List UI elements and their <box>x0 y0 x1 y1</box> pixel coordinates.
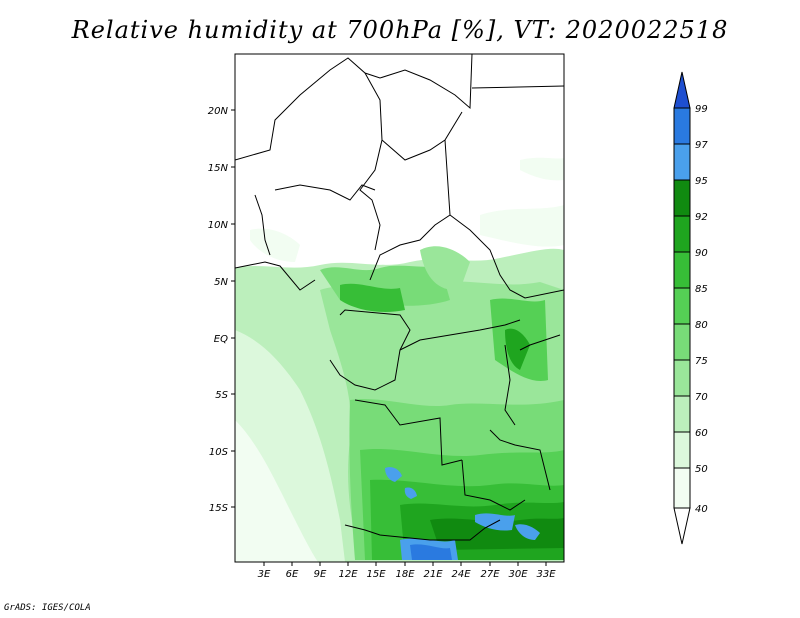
lat-label: 10N <box>208 220 229 231</box>
colorbar-label: 70 <box>695 392 708 403</box>
lat-label: 15N <box>208 163 229 174</box>
lon-label: 18E <box>395 569 415 580</box>
colorbar-top-arrow <box>673 71 691 109</box>
colorbar-label: 97 <box>695 140 708 151</box>
lat-ticks <box>231 109 235 508</box>
colorbar-label: 50 <box>695 464 708 475</box>
lon-label: 33E <box>536 569 556 580</box>
lon-label: 6E <box>286 569 299 580</box>
colorbar-segment <box>673 395 691 433</box>
colorbar-segment <box>673 467 691 509</box>
colorbar-label: 95 <box>695 176 708 187</box>
colorbar-label: 75 <box>695 356 708 367</box>
humidity-field <box>235 157 564 562</box>
colorbar-label: 99 <box>695 104 708 115</box>
colorbar: 99 97 95 92 90 85 80 75 70 60 50 40 <box>673 71 708 545</box>
lat-label: 5S <box>215 390 228 401</box>
colorbar-label: 80 <box>695 320 708 331</box>
lon-ticks <box>263 562 547 566</box>
colorbar-segment <box>673 431 691 469</box>
lon-label: 27E <box>480 569 500 580</box>
lat-label: 15S <box>209 503 229 514</box>
lon-label: 12E <box>338 569 358 580</box>
colorbar-label: 40 <box>695 504 708 515</box>
lon-labels: 3E 6E 9E 12E 15E 18E 21E 24E 27E 30E 33E <box>258 569 557 580</box>
chart-title: Relative humidity at 700hPa [%], VT: 202… <box>71 16 729 44</box>
colorbar-segment <box>673 359 691 397</box>
colorbar-label: 85 <box>695 284 708 295</box>
lon-label: 9E <box>314 569 327 580</box>
lon-label: 3E <box>258 569 271 580</box>
lon-label: 24E <box>451 569 471 580</box>
lon-label: 15E <box>366 569 386 580</box>
colorbar-label: 90 <box>695 248 708 259</box>
colorbar-bottom-arrow <box>673 507 691 545</box>
lat-label: EQ <box>214 334 228 345</box>
colorbar-segment <box>673 179 691 217</box>
colorbar-segment <box>673 107 691 145</box>
colorbar-segment <box>673 287 691 325</box>
lat-label: 20N <box>208 106 229 117</box>
colorbar-label: 60 <box>695 428 708 439</box>
lat-label: 10S <box>209 447 229 458</box>
lon-label: 21E <box>423 569 443 580</box>
colorbar-segment <box>673 215 691 253</box>
lon-label: 30E <box>508 569 528 580</box>
colorbar-segment <box>673 323 691 361</box>
lat-labels: 20N 15N 10N 5N EQ 5S 10S 15S <box>208 106 229 514</box>
lat-label: 5N <box>214 277 228 288</box>
country-borders <box>235 54 564 541</box>
colorbar-label: 92 <box>695 212 708 223</box>
grads-credit: GrADS: IGES/COLA <box>4 603 91 613</box>
colorbar-segment <box>673 251 691 289</box>
colorbar-segment <box>673 143 691 181</box>
map-frame <box>234 53 565 563</box>
